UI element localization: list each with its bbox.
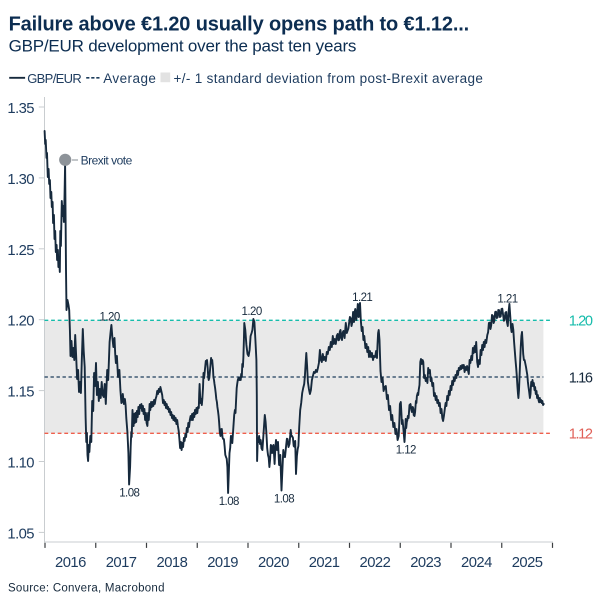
svg-text:1.25: 1.25 xyxy=(7,243,34,259)
svg-text:2020: 2020 xyxy=(258,555,289,571)
svg-text:Failure above €1.20 usually op: Failure above €1.20 usually opens path t… xyxy=(9,14,469,36)
svg-text:1.20: 1.20 xyxy=(100,312,120,324)
svg-text:1.15: 1.15 xyxy=(7,385,34,401)
svg-text:2017: 2017 xyxy=(106,555,137,571)
svg-text:1.05: 1.05 xyxy=(7,526,34,542)
svg-text:1.30: 1.30 xyxy=(7,172,34,188)
svg-text:2016: 2016 xyxy=(55,555,86,571)
svg-text:Source: Convera, Macrobond: Source: Convera, Macrobond xyxy=(8,582,165,594)
svg-text:Average: Average xyxy=(103,71,156,86)
svg-text:1.10: 1.10 xyxy=(7,456,34,472)
svg-text:2024: 2024 xyxy=(461,555,492,571)
svg-text:1.08: 1.08 xyxy=(119,487,139,499)
svg-text:1.16: 1.16 xyxy=(569,370,593,386)
svg-text:1.12: 1.12 xyxy=(569,427,593,443)
svg-text:2021: 2021 xyxy=(309,555,340,571)
svg-text:Brexit vote: Brexit vote xyxy=(81,154,133,168)
svg-text:1.08: 1.08 xyxy=(274,494,294,506)
svg-text:1.20: 1.20 xyxy=(569,314,593,330)
svg-text:1.35: 1.35 xyxy=(7,101,34,117)
svg-text:2023: 2023 xyxy=(410,555,441,571)
svg-text:+/- 1 standard deviation from: +/- 1 standard deviation from post-Brexi… xyxy=(174,71,484,86)
svg-text:1.21: 1.21 xyxy=(497,293,517,305)
svg-text:1.12: 1.12 xyxy=(396,445,416,457)
svg-text:2019: 2019 xyxy=(207,555,238,571)
svg-text:GBP/EUR development over the p: GBP/EUR development over the past ten ye… xyxy=(9,37,357,56)
svg-text:1.08: 1.08 xyxy=(219,496,239,508)
svg-text:2022: 2022 xyxy=(360,555,391,571)
svg-text:1.21: 1.21 xyxy=(352,292,372,304)
svg-text:1.20: 1.20 xyxy=(242,306,262,318)
svg-text:GBP/EUR: GBP/EUR xyxy=(27,71,81,86)
svg-text:1.20: 1.20 xyxy=(7,314,34,330)
svg-text:2025: 2025 xyxy=(512,555,543,571)
svg-text:2018: 2018 xyxy=(157,555,188,571)
